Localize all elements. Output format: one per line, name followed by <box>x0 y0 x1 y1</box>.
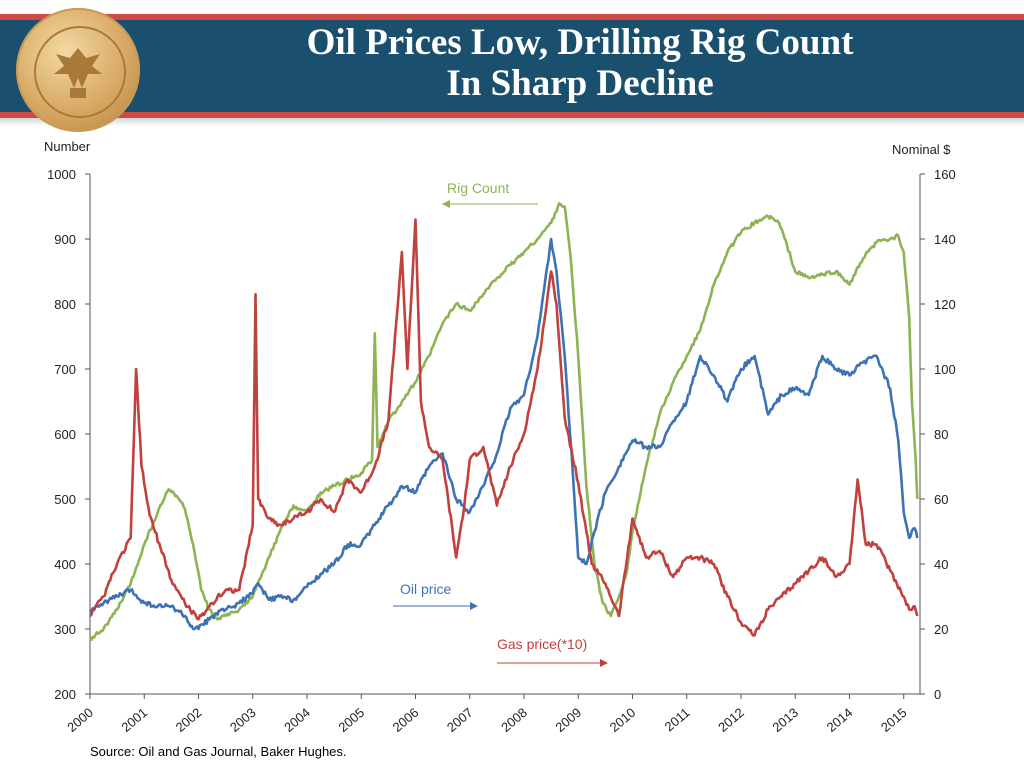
left-tick-label: 500 <box>54 492 76 507</box>
source-note: Source: Oil and Gas Journal, Baker Hughe… <box>90 744 347 759</box>
x-tick-label: 2000 <box>64 705 96 735</box>
header-bar <box>0 14 1024 118</box>
oil-price-label: Oil price <box>400 581 452 597</box>
right-tick-label: 140 <box>934 232 956 247</box>
seal-eagle-icon <box>54 48 102 98</box>
left-tick-label: 900 <box>54 232 76 247</box>
header-stripe-bottom <box>0 112 1024 118</box>
gas-price-arrow-head <box>600 659 608 667</box>
right-tick-label: 100 <box>934 362 956 377</box>
annotations: Rig Count Oil price Gas price(*10) <box>393 180 608 667</box>
left-tick-label: 1000 <box>47 167 76 182</box>
x-tick-label: 2013 <box>769 705 801 735</box>
right-tick-label: 80 <box>934 427 948 442</box>
left-tick-label: 700 <box>54 362 76 377</box>
right-tick-label: 160 <box>934 167 956 182</box>
x-tick-label: 2008 <box>498 705 530 735</box>
left-tick-label: 400 <box>54 557 76 572</box>
left-tick-label: 800 <box>54 297 76 312</box>
x-tick-label: 2010 <box>607 705 639 735</box>
right-tick-label: 60 <box>934 492 948 507</box>
title-line-1: Oil Prices Low, Drilling Rig Count <box>306 22 854 63</box>
right-tick-label: 40 <box>934 557 948 572</box>
oil-price-arrow-head <box>470 602 478 610</box>
x-tick-label: 2014 <box>824 705 856 735</box>
x-tick-label: 2012 <box>715 705 747 735</box>
x-tick-label: 2007 <box>444 705 476 735</box>
x-tick-label: 2003 <box>227 705 259 735</box>
right-tick-label: 20 <box>934 622 948 637</box>
x-tick-label: 2015 <box>878 705 910 735</box>
right-tick-label: 0 <box>934 687 941 702</box>
x-tick-label: 2004 <box>281 705 313 735</box>
series-line-oil-price <box>88 237 919 631</box>
left-axis-title: Number <box>44 139 91 154</box>
right-axis-title: Nominal $ <box>892 142 951 157</box>
title-line-2: In Sharp Decline <box>446 63 714 104</box>
x-tick-label: 2005 <box>335 705 367 735</box>
gas-price-label: Gas price(*10) <box>497 636 587 652</box>
x-tick-label: 2001 <box>118 705 150 735</box>
rig-count-arrow-head <box>442 200 450 208</box>
x-tick-label: 2002 <box>173 705 205 735</box>
left-tick-label: 600 <box>54 427 76 442</box>
right-tick-label: 120 <box>934 297 956 312</box>
header-stripe-top <box>0 14 1024 20</box>
x-tick-label: 2009 <box>552 705 584 735</box>
series-lines <box>88 202 919 641</box>
x-tick-label: 2006 <box>390 705 422 735</box>
series-line-rig-count <box>89 202 919 641</box>
x-tick-label: 2011 <box>662 705 693 734</box>
series-line-gas-price-10 <box>89 218 919 637</box>
chart-title: Oil Prices Low, Drilling Rig Count In Sh… <box>190 22 970 104</box>
federal-reserve-seal-logo <box>16 8 140 132</box>
rig-count-label: Rig Count <box>447 180 509 196</box>
header-shadow <box>0 118 1024 126</box>
left-tick-label: 300 <box>54 622 76 637</box>
seal-inner-ring <box>34 26 126 118</box>
left-tick-label: 200 <box>54 687 76 702</box>
